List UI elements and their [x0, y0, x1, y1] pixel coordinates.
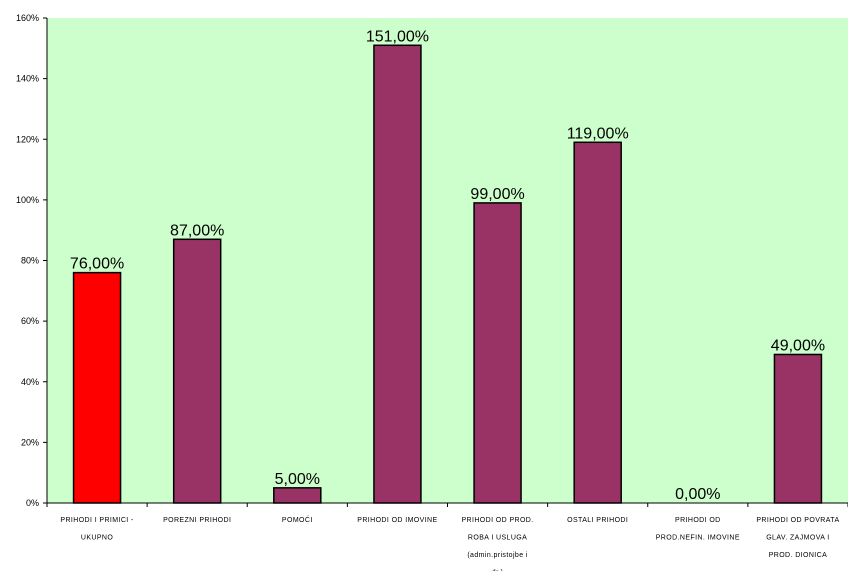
data-labels: 76,00% 87,00% 5,00% 151,00% 99,00% 119,00% 0,0…: [70, 28, 825, 503]
x-category-label: PRIHODI OD IMOVINE: [357, 517, 437, 524]
data-label: 151,00%: [366, 28, 429, 45]
x-category-label-line: PROD.NEFIN. IMOVINE: [656, 535, 740, 542]
data-label: 87,00%: [170, 222, 224, 239]
x-category-label-line: PRIHODI OD POVRATA: [756, 517, 839, 524]
y-axis: 0% 20% 40% 60% 80% 100% 120% 140% 160%: [16, 13, 48, 508]
x-category-label-line: GLAV. ZAJMOVA I: [766, 535, 829, 542]
x-category-label-line: PRIHODI OD: [675, 517, 721, 524]
y-tick-label: 140%: [16, 74, 39, 84]
x-category-label: PRIHODI OD POVRATA GLAV. ZAJMOVA I PROD. D…: [756, 517, 839, 559]
data-label: 0,00%: [675, 486, 720, 503]
data-label: 5,00%: [275, 471, 320, 488]
y-tick-label: 100%: [16, 195, 39, 205]
bar: [172, 238, 222, 504]
bar: [373, 44, 422, 504]
x-category-label-line: POREZNI PRIHODI: [163, 517, 231, 524]
x-category-label: POMOĆI: [282, 515, 313, 524]
x-category-label-line: POMOĆI: [282, 515, 313, 524]
x-category-label: OSTALI PRIHODI: [567, 517, 628, 524]
x-category-label-line: PRIHODI OD PROD.: [461, 517, 533, 524]
x-category-label-line: UKUPNO: [81, 535, 114, 542]
x-category-label-line: PROD. DIONICA: [769, 552, 827, 559]
bars: [72, 44, 823, 504]
x-category-label: PRIHODI OD PROD.NEFIN. IMOVINE: [656, 517, 740, 542]
x-category-label-line: ROBA I USLUGA: [468, 535, 527, 542]
x-category-label-line: dr.): [492, 570, 504, 571]
data-label: 49,00%: [771, 337, 825, 354]
y-tick-label: 0%: [26, 498, 39, 508]
x-category-label-line: PRIHODI OD IMOVINE: [357, 517, 437, 524]
y-tick-label: 60%: [21, 316, 39, 326]
data-label: 76,00%: [70, 256, 124, 273]
data-label: 119,00%: [567, 125, 629, 142]
x-category-label-line: PRIHODI I PRIMICI -: [60, 517, 134, 524]
x-category-label: PRIHODI OD PROD. ROBA I USLUGA (admin.pris…: [461, 517, 533, 571]
bar: [473, 202, 522, 504]
bar: [72, 271, 122, 504]
x-category-label: POREZNI PRIHODI: [163, 517, 231, 524]
y-tick-label: 80%: [21, 256, 39, 266]
y-tick-label: 40%: [21, 377, 39, 387]
y-tick-label: 120%: [16, 134, 39, 144]
x-category-label-line: (admin.pristojbe i: [467, 552, 528, 559]
y-tick-label: 160%: [16, 13, 39, 23]
data-label: 99,00%: [470, 186, 524, 203]
bar: [573, 141, 622, 504]
bar: [773, 353, 823, 504]
x-axis: PRIHODI I PRIMICI - UKUPNO POREZNI PRIHODI…: [46, 502, 848, 571]
plot-area: [47, 18, 848, 503]
x-category-label: PRIHODI I PRIMICI - UKUPNO: [60, 517, 134, 542]
bar: [273, 487, 322, 504]
y-tick-label: 20%: [21, 437, 39, 447]
x-category-label-line: OSTALI PRIHODI: [567, 517, 628, 524]
